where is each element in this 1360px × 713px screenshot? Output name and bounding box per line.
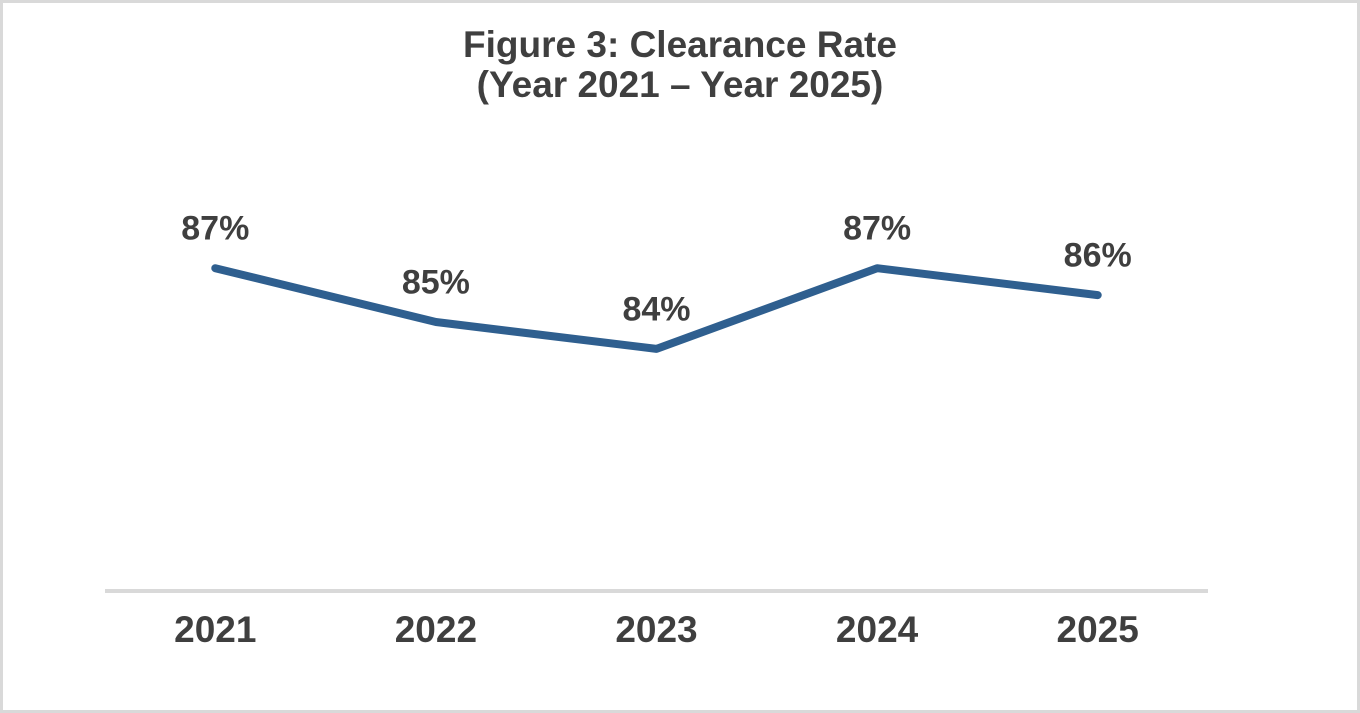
x-axis-label-2021: 2021 — [174, 609, 257, 650]
data-label-2025: 86% — [1063, 236, 1132, 275]
x-axis-label-2025: 2025 — [1056, 609, 1139, 650]
x-axis-label-2024: 2024 — [835, 609, 919, 650]
x-axis-label-2022: 2022 — [394, 609, 478, 650]
chart-title-line1: Figure 3: Clearance Rate — [463, 24, 897, 65]
chart-title: Figure 3: Clearance Rate (Year 2021 – Ye… — [3, 25, 1357, 105]
chart-title-line2: (Year 2021 – Year 2025) — [476, 63, 884, 105]
data-label-2022: 85% — [401, 263, 470, 302]
x-axis-label-2023: 2023 — [615, 609, 698, 650]
data-label-2021: 87% — [181, 209, 250, 248]
x-axis-labels: 2021 2022 2023 2024 2025 — [105, 609, 1208, 651]
line-chart-svg — [105, 264, 1208, 593]
clearance-rate-line — [211, 264, 1102, 353]
data-label-2024: 87% — [843, 209, 912, 248]
data-label-2023: 84% — [622, 290, 691, 329]
